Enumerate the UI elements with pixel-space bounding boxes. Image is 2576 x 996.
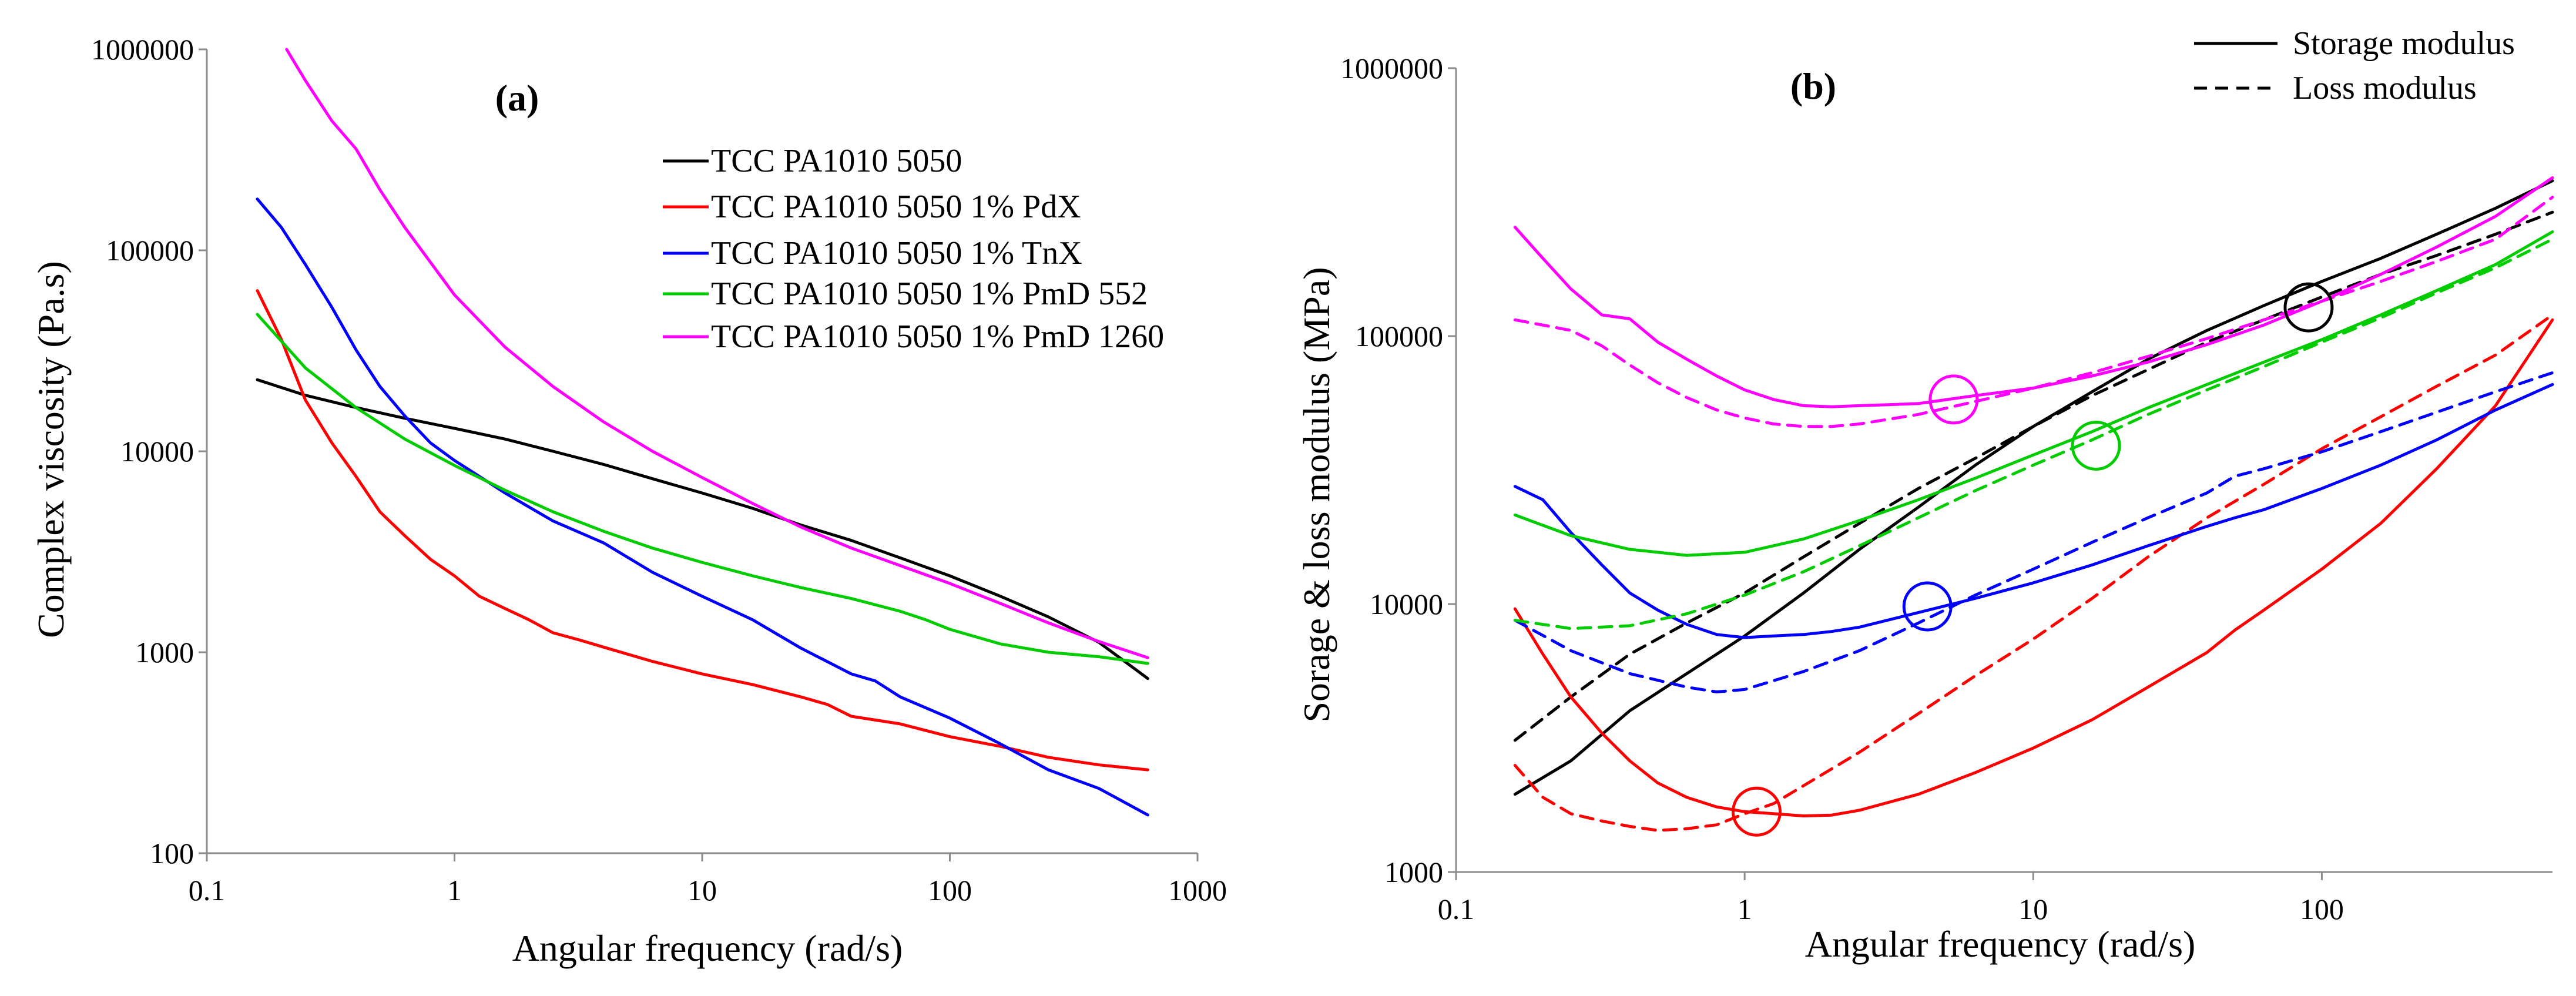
- series-line-loss-modulus-1-pmd-552: [1513, 237, 2554, 631]
- crossover-circle-marker: [1902, 581, 1953, 632]
- panel-b-legend: Storage modulus Loss modulus: [2194, 25, 2515, 106]
- panel-a-xlabel: Angular frequency (rad/s): [512, 927, 903, 969]
- series-line-tcc-pa1010-5050: [256, 378, 1149, 680]
- series-line-tcc-pa1010-5050-1-pmd-1260: [285, 48, 1149, 659]
- y-tick-label: 1000000: [91, 33, 194, 66]
- legend-label-tnx: TCC PA1010 5050 1% TnX: [711, 235, 1082, 271]
- series-line-tcc-pa1010-5050-1-pmd-552: [256, 313, 1149, 665]
- legend-label-pmd1260: TCC PA1010 5050 1% PmD 1260: [711, 318, 1164, 355]
- legend-label-storage-modulus: Storage modulus: [2293, 25, 2515, 62]
- x-tick-label: 10: [687, 874, 717, 907]
- y-tick-label: 1000000: [1340, 52, 1443, 85]
- panel-a-label: (a): [495, 77, 539, 119]
- panel-b-xlabel: Angular frequency (rad/s): [1805, 923, 2196, 965]
- legend-label-pa1010-5050: TCC PA1010 5050: [711, 143, 962, 179]
- panel-a-ticks: 0.1 1 10 100 1000 100 1000 10000 100000 1000000: [91, 33, 1227, 907]
- panel-a-complex-viscosity: 0.1 1 10 100 1000 100 1000 10000 100000 1000000 (…: [30, 33, 1227, 969]
- legend-label-pmd552: TCC PA1010 5050 1% PmD 552: [711, 276, 1148, 312]
- y-tick-label: 100000: [1355, 320, 1443, 353]
- y-tick-label: 10000: [120, 435, 194, 468]
- y-tick-label: 1000: [1384, 856, 1443, 888]
- series-line-loss-modulus-1-pmd-1260: [1513, 196, 2554, 428]
- x-tick-label: 100: [2300, 893, 2344, 925]
- x-tick-label: 10: [2018, 893, 2048, 925]
- panel-b-series: [1513, 176, 2554, 832]
- series-line-storage-modulus-1-pmd-1260: [1513, 176, 2554, 408]
- series-line-storage-modulus-1-pdx: [1513, 318, 2554, 817]
- panel-b-ylabel: Sorage & loss modulus (MPa): [1296, 267, 1337, 722]
- panel-b-annotations: [1731, 282, 2334, 837]
- crossover-circle-marker: [2071, 420, 2121, 471]
- panel-a-ylabel: Complex viscosity (Pa.s): [30, 261, 72, 638]
- panel-a-legend: TCC PA1010 5050 TCC PA1010 5050 1% PdX T…: [663, 143, 1164, 355]
- series-line-tcc-pa1010-5050-1-pdx: [256, 289, 1149, 772]
- x-tick-label: 1: [447, 874, 462, 907]
- series-line-storage-modulus-1-pmd-552: [1513, 230, 2554, 557]
- series-line-storage-modulus-1-tnx: [1513, 383, 2554, 639]
- x-tick-label: 0.1: [1438, 893, 1475, 925]
- y-tick-label: 100: [150, 837, 194, 870]
- x-tick-label: 1000: [1168, 874, 1227, 907]
- panel-b-storage-loss-modulus: 0.1 1 10 100 1000 10000 100000 1000000 (b) Angu…: [1296, 25, 2554, 965]
- series-line-loss-modulus-1-tnx: [1513, 371, 2554, 693]
- x-tick-label: 0.1: [189, 874, 226, 907]
- legend-label-pdx: TCC PA1010 5050 1% PdX: [711, 189, 1081, 225]
- panel-a-axes: [206, 49, 1198, 854]
- y-tick-label: 10000: [1370, 588, 1443, 621]
- series-line-loss-modulus-tcc-pa1010-5050: [1513, 210, 2554, 742]
- crossover-circle-marker: [1731, 786, 1782, 837]
- x-tick-label: 1: [1738, 893, 1752, 925]
- y-tick-label: 1000: [135, 636, 194, 669]
- crossover-circle-marker: [1928, 374, 1979, 425]
- x-tick-label: 100: [928, 874, 972, 907]
- legend-label-loss-modulus: Loss modulus: [2293, 70, 2477, 106]
- series-line-loss-modulus-1-pdx: [1513, 313, 2554, 832]
- series-line-storage-modulus-tcc-pa1010-5050: [1513, 179, 2554, 796]
- series-line-tcc-pa1010-5050-1-tnx: [256, 197, 1149, 817]
- panel-b-ticks: 0.1 1 10 100 1000 10000 100000 1000000: [1340, 52, 2344, 925]
- panel-b-label: (b): [1790, 65, 1836, 107]
- panel-b-axes: [1455, 68, 2552, 873]
- y-tick-label: 100000: [106, 234, 194, 267]
- panel-a-series: [256, 48, 1149, 817]
- crossover-circle-marker: [2283, 282, 2334, 333]
